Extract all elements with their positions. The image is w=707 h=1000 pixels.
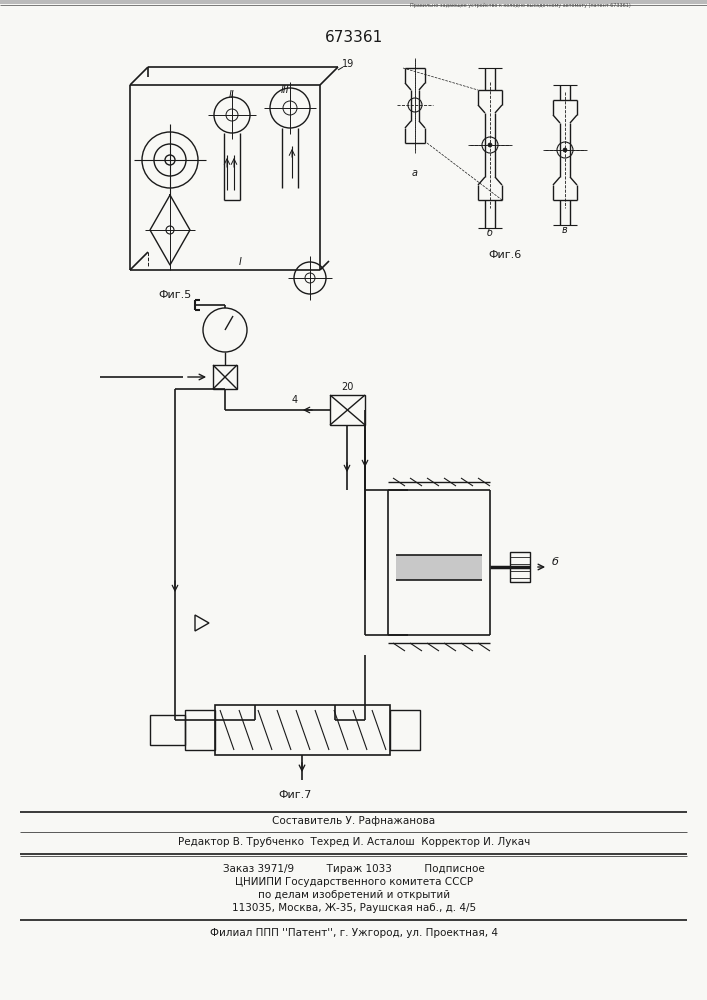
Bar: [0, 0, 707, 4]
Text: Редактор В. Трубченко  Техред И. Асталош  Корректор И. Лукач: Редактор В. Трубченко Техред И. Асталош …: [178, 837, 530, 847]
Bar: [390, 710, 420, 750]
Text: 19: 19: [342, 59, 354, 69]
Text: Фиг.5: Фиг.5: [158, 290, 192, 300]
Text: 20: 20: [341, 382, 354, 392]
Bar: [215, 705, 390, 755]
Circle shape: [488, 143, 492, 147]
Text: Заказ 3971/9          Тираж 1033          Подписное: Заказ 3971/9 Тираж 1033 Подписное: [223, 864, 485, 874]
Text: в: в: [562, 225, 568, 235]
Circle shape: [563, 148, 567, 152]
Text: III: III: [281, 85, 289, 95]
Bar: [150, 715, 185, 745]
Bar: [510, 552, 530, 582]
Text: а: а: [412, 168, 418, 178]
Text: Фиг.7: Фиг.7: [279, 790, 312, 800]
Text: Филиал ППП ''Патент'', г. Ужгород, ул. Проектная, 4: Филиал ППП ''Патент'', г. Ужгород, ул. П…: [210, 928, 498, 938]
Text: по делам изобретений и открытий: по делам изобретений и открытий: [258, 890, 450, 900]
Text: Фиг.6: Фиг.6: [489, 250, 522, 260]
Bar: [185, 710, 215, 750]
Text: 4: 4: [292, 395, 298, 405]
Text: б: б: [551, 557, 559, 567]
Text: I: I: [238, 257, 241, 267]
Bar: [330, 395, 365, 425]
Text: 673361: 673361: [325, 30, 383, 45]
Bar: [213, 365, 237, 389]
Text: Правильно-задающее устройство к холодно-высадочному автомату (патент 673361): Правильно-задающее устройство к холодно-…: [409, 3, 631, 8]
Text: Составитель У. Рафнажанова: Составитель У. Рафнажанова: [272, 816, 436, 826]
Text: II: II: [229, 90, 235, 100]
Bar: [396, 555, 482, 580]
Text: б: б: [487, 228, 493, 238]
Text: 113035, Москва, Ж-35, Раушская наб., д. 4/5: 113035, Москва, Ж-35, Раушская наб., д. …: [232, 903, 476, 913]
Text: ЦНИИПИ Государственного комитета СССР: ЦНИИПИ Государственного комитета СССР: [235, 877, 473, 887]
